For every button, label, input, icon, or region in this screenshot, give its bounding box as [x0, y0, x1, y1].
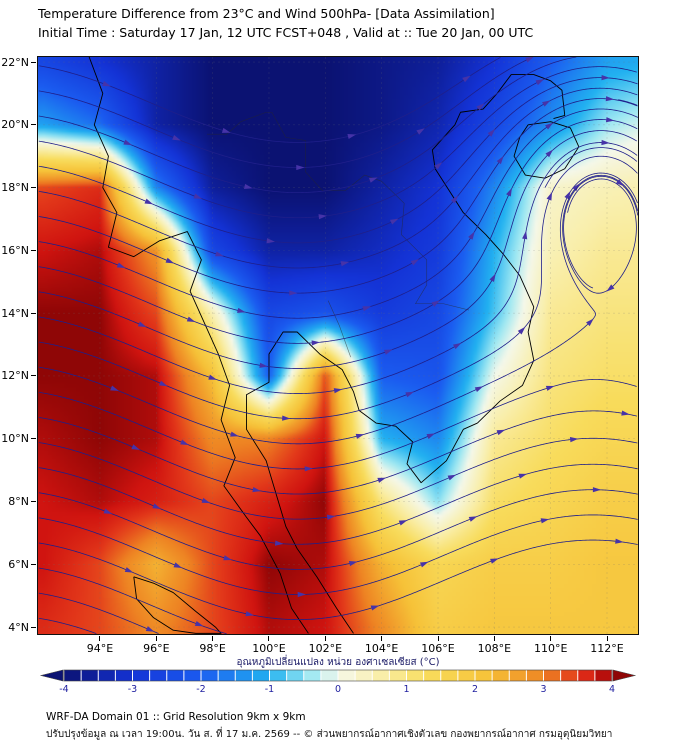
x-tick-mark: [99, 636, 101, 641]
colorbar-tick-label: 4: [608, 684, 616, 695]
y-tick-label: 20°N: [1, 118, 29, 132]
y-axis-labels: 22°N 20°N 18°N 16°N 14°N 12°N 10°N 8°N 6°N 4°N: [0, 55, 37, 634]
colorbar-tick-label: 3: [540, 684, 547, 695]
y-tick-label: 12°N: [1, 369, 29, 383]
y-tick-mark: [31, 187, 36, 189]
x-tick-label: 94°E: [86, 642, 114, 655]
x-tick-mark: [268, 636, 270, 641]
y-tick-label: 10°N: [1, 432, 29, 446]
x-tick-label: 100°E: [252, 642, 286, 655]
x-tick-mark: [550, 636, 552, 641]
x-tick-label: 104°E: [364, 642, 399, 655]
y-tick-label: 22°N: [1, 55, 29, 69]
footer-domain-info: WRF-DA Domain 01 :: Grid Resolution 9km …: [46, 711, 306, 723]
y-tick-mark: [31, 61, 36, 63]
footer-attribution: ปรับปรุงข้อมูล ณ เวลา 19:00น. วัน ส. ที่…: [46, 729, 613, 740]
y-tick-mark: [31, 375, 36, 377]
y-tick-mark: [31, 626, 36, 628]
colorbar-canvas: [38, 669, 638, 682]
x-tick-mark: [212, 636, 214, 641]
x-tick-label: 112°E: [590, 642, 624, 655]
page-title: Temperature Difference from 23°C and Win…: [38, 6, 495, 21]
colorbar-tick-label: 0: [334, 684, 342, 695]
x-tick-label: 96°E: [143, 642, 170, 655]
y-tick-label: 8°N: [8, 495, 29, 509]
y-tick-label: 18°N: [1, 181, 29, 195]
x-tick-label: 102°E: [308, 642, 343, 655]
y-tick-mark: [31, 312, 36, 314]
x-tick-mark: [606, 636, 608, 641]
y-tick-mark: [31, 501, 36, 503]
x-tick-mark: [324, 636, 326, 641]
colorbar-tick-label: 1: [403, 684, 410, 695]
colorbar-tick-label: -2: [196, 684, 206, 695]
y-tick-label: 6°N: [8, 557, 29, 571]
map-area: [37, 56, 639, 635]
x-tick-label: 110°E: [533, 642, 568, 655]
colorbar-tick-label: 2: [471, 684, 479, 695]
y-tick-mark: [31, 438, 36, 440]
colorbar-tick-label: -4: [59, 684, 69, 695]
x-tick-label: 108°E: [477, 642, 512, 655]
colorbar-tick-label: -3: [127, 684, 138, 695]
colorbar-ticks: -4 -3 -2 -1 0 1 2 3 4: [38, 684, 638, 696]
x-tick-mark: [493, 636, 495, 641]
colorbar-label: อุณหภูมิเปลี่ยนแปลง หน่วย องศาเซลเซียส (…: [236, 657, 440, 668]
x-tick-label: 98°E: [199, 642, 226, 655]
y-tick-mark: [31, 563, 36, 565]
x-tick-mark: [437, 636, 439, 641]
y-tick-mark: [31, 124, 36, 126]
colorbar-tick-label: -1: [264, 684, 275, 695]
x-tick-label: 106°E: [421, 642, 455, 655]
x-tick-mark: [155, 636, 157, 641]
y-tick-label: 16°N: [1, 243, 29, 257]
x-axis-labels: 94°E 96°E 98°E 100°E 102°E 104°E 106°E 108°E 110…: [38, 636, 638, 656]
y-tick-mark: [31, 249, 36, 251]
page-subtitle: Initial Time : Saturday 17 Jan, 12 UTC F…: [38, 25, 534, 40]
x-tick-mark: [381, 636, 383, 641]
y-tick-label: 14°N: [1, 306, 29, 320]
map-canvas: [38, 57, 638, 634]
y-tick-label: 4°N: [8, 620, 29, 634]
